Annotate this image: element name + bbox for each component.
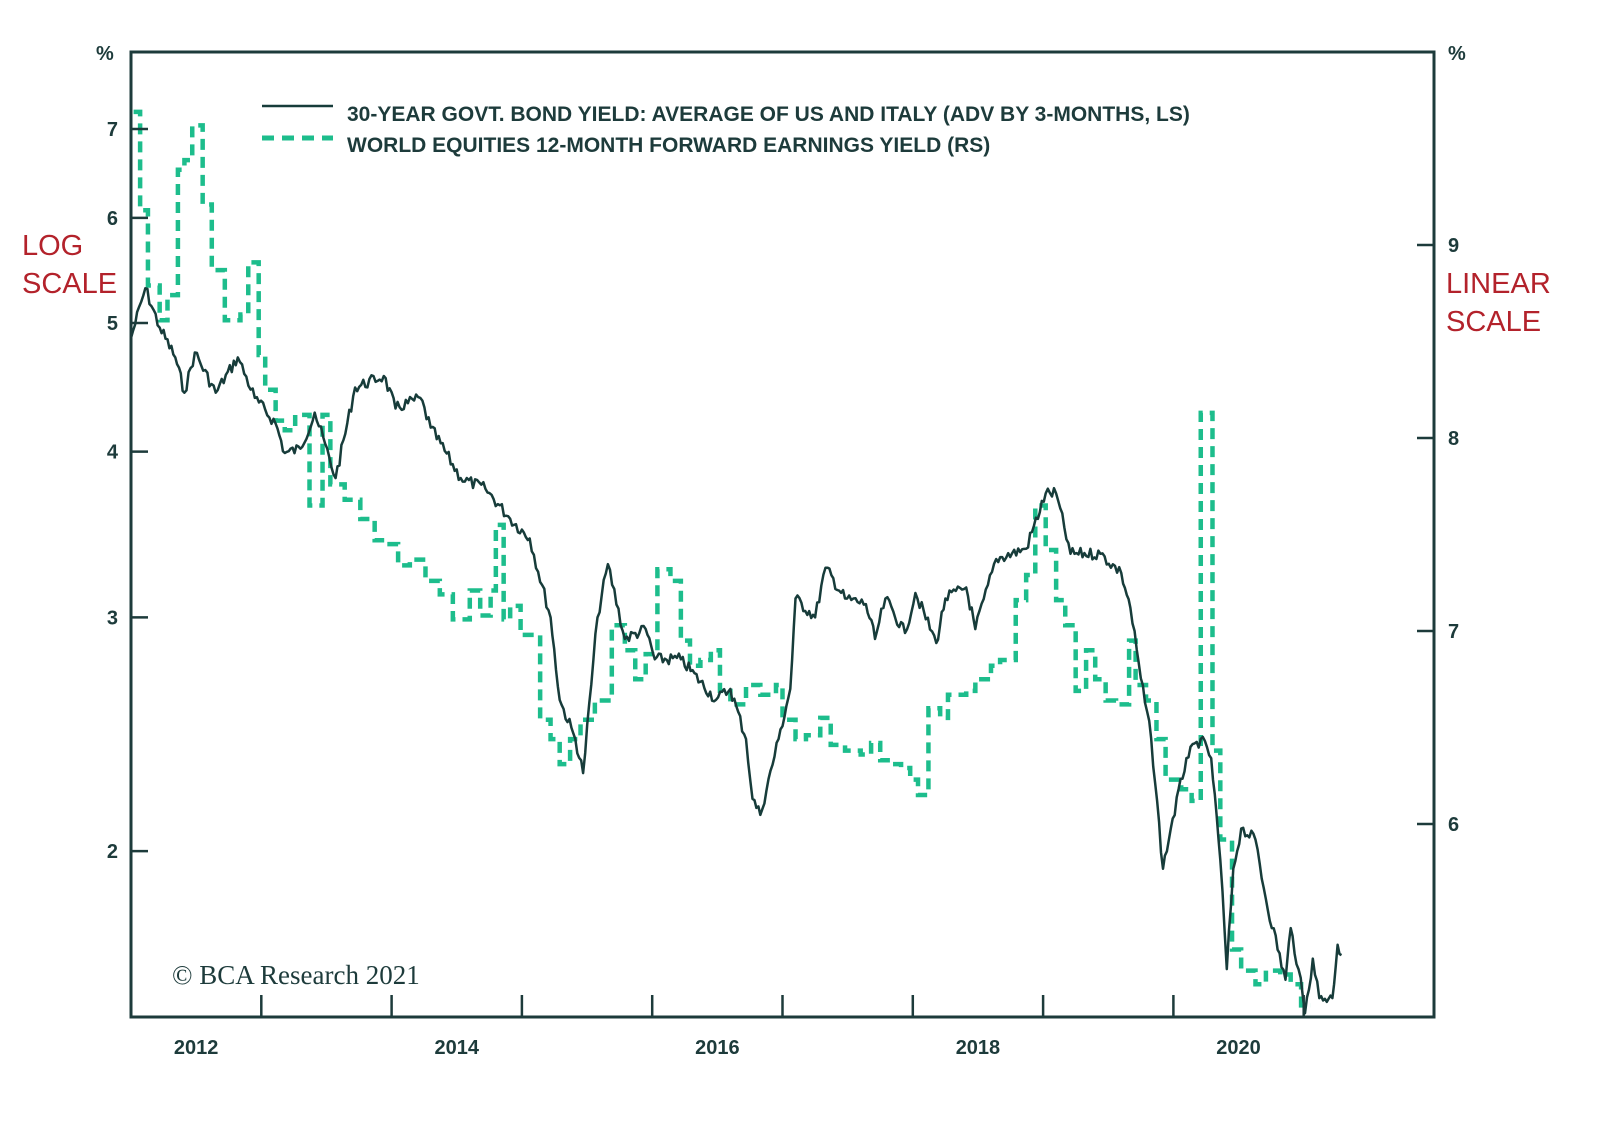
plot-frame <box>129 50 1436 1019</box>
left-axis-tick-label: 3 <box>107 607 118 629</box>
right-axis-tick-label: 8 <box>1448 428 1459 450</box>
legend-label-bond: 30-YEAR GOVT. BOND YIELD: AVERAGE OF US … <box>347 103 1190 126</box>
bond-yield-line <box>129 287 1343 1015</box>
x-axis-tick-label: 2018 <box>956 1037 1001 1059</box>
earnings-yield-line <box>133 109 1311 1008</box>
right-unit-label: % <box>1448 43 1466 65</box>
left-axis-tick-label: 6 <box>107 208 118 230</box>
legend: 30-YEAR GOVT. BOND YIELD: AVERAGE OF US … <box>262 103 1190 157</box>
left-scale-note: LOG SCALE <box>22 230 117 300</box>
left-axis-tick-label: 4 <box>107 442 119 464</box>
left-unit-label: % <box>96 43 114 65</box>
copyright-annotation: © BCA Research 2021 <box>172 960 420 990</box>
left-axis-tick-label: 2 <box>107 841 118 863</box>
legend-label-earnings: WORLD EQUITIES 12-MONTH FORWARD EARNINGS… <box>347 134 990 157</box>
x-axis-tick-label: 2012 <box>174 1037 219 1059</box>
right-scale-note: LINEAR SCALE <box>1446 268 1551 338</box>
right-axis-tick-label: 6 <box>1448 814 1459 836</box>
x-axis-tick-label: 2016 <box>695 1037 740 1059</box>
left-axis-tick-label: 7 <box>107 119 118 141</box>
right-axis-tick-label: 7 <box>1448 621 1459 643</box>
x-axis-tick-label: 2020 <box>1216 1037 1261 1059</box>
right-axis-tick-label: 9 <box>1448 235 1459 257</box>
x-axis-tick-label: 2014 <box>435 1037 480 1059</box>
left-axis-tick-label: 5 <box>107 313 118 335</box>
